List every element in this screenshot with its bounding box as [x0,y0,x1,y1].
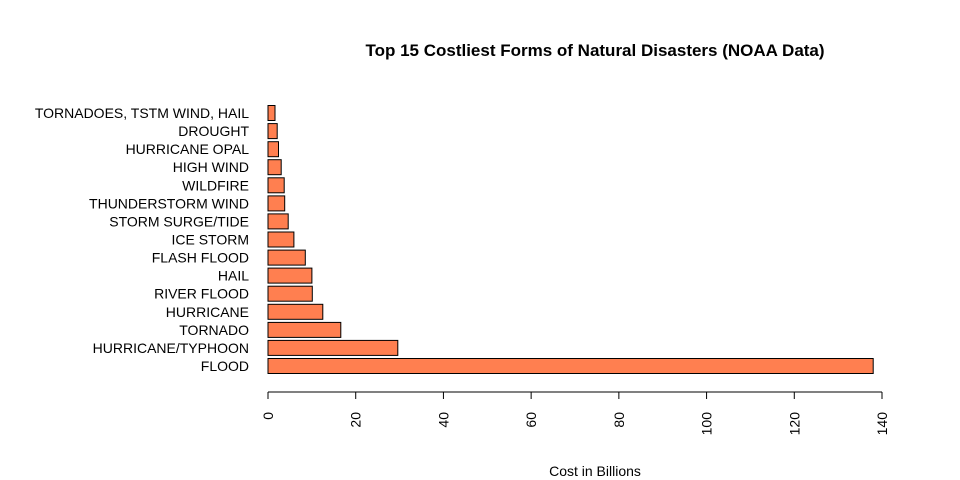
category-label-tornado: TORNADO [179,322,249,338]
bar-high-wind [267,159,282,176]
bar-hurricane-opal [267,141,279,158]
bars-group [267,105,874,374]
category-label-tornadoes-tstm-wind-hail: TORNADOES, TSTM WIND, HAIL [35,105,249,121]
bar-hurricane [267,303,324,320]
bar-wildfire [267,177,285,194]
category-label-flood: FLOOD [201,358,249,374]
x-axis: 0 20 40 60 80 100 120 140 [260,391,890,436]
bar-tornado [267,321,342,338]
category-label-high-wind: HIGH WIND [173,159,249,175]
x-tick-label-140: 140 [874,412,890,436]
category-label-ice-storm: ICE STORM [171,232,249,248]
category-label-thunderstorm-wind: THUNDERSTORM WIND [89,195,249,211]
category-label-flash-flood: FLASH FLOOD [152,250,249,266]
bar-hail [267,267,313,284]
category-label-drought: DROUGHT [178,123,249,139]
bar-hurricane-typhoon [267,339,399,356]
bar-flood [267,358,874,374]
x-tick-label-0: 0 [260,412,276,420]
x-tick-label-20: 20 [348,412,364,428]
x-tick-label-40: 40 [435,412,451,428]
chart-title: Top 15 Costliest Forms of Natural Disast… [365,41,824,60]
category-label-river-flood: RIVER FLOOD [154,286,249,302]
category-label-hurricane: HURRICANE [166,304,249,320]
x-tick-label-100: 100 [699,412,715,436]
bar-ice-storm [267,231,295,248]
x-tick-label-60: 60 [523,412,539,428]
bar-tornadoes-tstm-wind-hail [267,105,276,121]
bar-river-flood [267,285,313,302]
category-label-hurricane-typhoon: HURRICANE/TYPHOON [93,340,249,356]
category-labels: FLOOD HURRICANE/TYPHOON TORNADO HURRICANE RI… [35,105,250,374]
x-tick-label-80: 80 [611,412,627,428]
bar-thunderstorm-wind [267,195,286,212]
bar-flash-flood [267,249,306,266]
category-label-hail: HAIL [218,268,249,284]
category-label-storm-surge-tide: STORM SURGE/TIDE [109,213,249,229]
category-label-hurricane-opal: HURRICANE OPAL [126,141,250,157]
bar-drought [267,123,278,140]
x-axis-label: Cost in Billions [549,463,641,479]
bar-storm-surge-tide [267,213,289,230]
x-tick-label-120: 120 [786,412,802,436]
category-label-wildfire: WILDFIRE [182,177,249,193]
